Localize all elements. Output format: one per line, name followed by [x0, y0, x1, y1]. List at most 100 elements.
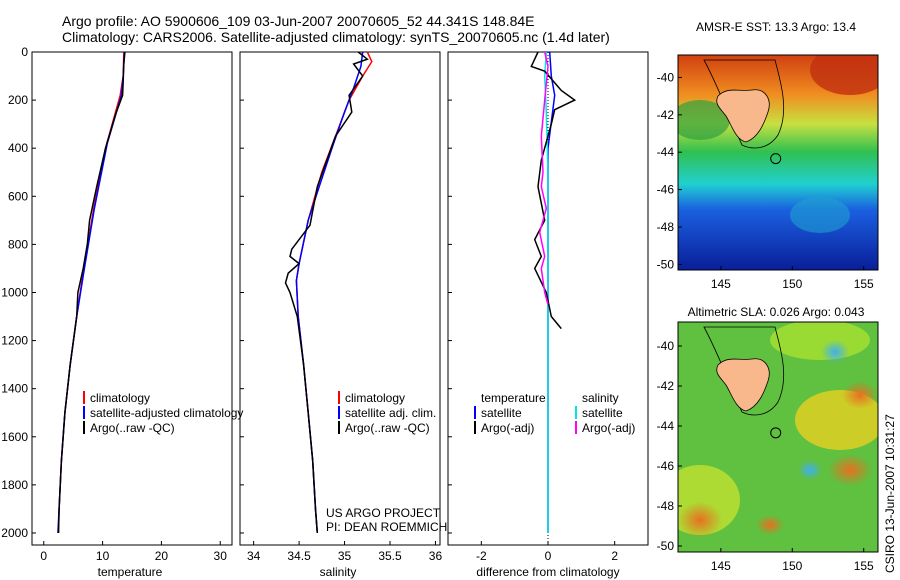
series-line-climatology [57, 51, 125, 534]
map-y-tick-label: -42 [657, 108, 675, 122]
legend-argo-label: Argo(..raw -QC) [90, 421, 175, 435]
map-x-tick-label: 145 [711, 559, 731, 573]
sst-cyan-patch [790, 197, 850, 233]
header-line-1: Argo profile: AO 5900606_109 03-Jun-2007… [62, 13, 535, 29]
x-tick-label: 36 [429, 549, 443, 563]
map-y-tick-label: -50 [657, 257, 675, 271]
legend-sal-argo-label: Argo(-adj) [582, 421, 635, 435]
y-tick-label: 200 [8, 93, 28, 107]
sla-orange-blob [842, 381, 878, 409]
sst-map-image [678, 55, 878, 270]
series-line-climatology [295, 51, 373, 534]
legend-argo-label: Argo(..raw -QC) [345, 421, 430, 435]
y-tick-label: 1800 [1, 478, 28, 492]
map-y-tick-label: -44 [657, 145, 675, 159]
series-line-salinity-satellite [543, 51, 549, 533]
map-x-tick-label: 155 [854, 559, 874, 573]
sst-green-patch [678, 100, 730, 140]
x-tick-label: 10 [96, 549, 110, 563]
temperature-plot: 0 10 20 30 0 200 400 600 800 1000 1200 1400 1600 1800… [1, 45, 227, 563]
y-tick-label: 1600 [1, 430, 28, 444]
y-tick-label: 600 [8, 189, 28, 203]
sla-orange-blob-4 [756, 515, 784, 535]
difference-legend: temperature satellite Argo(-adj) salinit… [474, 391, 635, 435]
salinity-axis-label: salinity [320, 565, 357, 579]
legend-temperature-heading: temperature [481, 391, 546, 405]
y-tick-label: 1400 [1, 382, 28, 396]
map-x-tick-label: 155 [854, 277, 874, 291]
map-y-tick-label: -40 [657, 339, 675, 353]
y-tick-label: 400 [8, 141, 28, 155]
sst-argo-location-marker [770, 153, 782, 165]
salinity-panel-frame [239, 51, 441, 546]
sst-map-title: AMSR-E SST: 13.3 Argo: 13.4 [696, 20, 856, 34]
sla-orange-blob-2 [828, 454, 872, 486]
series-line-argo-raw-qc [57, 51, 126, 534]
sst-tasmania-land [716, 89, 770, 143]
series-line-salinity-argo-adj [538, 51, 549, 305]
sla-blue-blob-2 [798, 460, 822, 480]
legend-sal-satellite-label: satellite [582, 406, 623, 420]
sst-map-frame [677, 54, 879, 271]
sla-blue-blob [821, 340, 849, 364]
map-y-tick-label: -48 [657, 499, 675, 513]
map-y-tick-label: -50 [657, 539, 675, 553]
temperature-panel-frame [31, 51, 233, 546]
x-tick-label: 0 [40, 549, 47, 563]
map-x-tick-label: 150 [782, 277, 802, 291]
x-tick-label: 35 [338, 549, 352, 563]
map-y-tick-label: -48 [657, 220, 675, 234]
project-annotation: US ARGO PROJECT [326, 506, 441, 520]
y-tick-label: 2000 [1, 526, 28, 540]
x-tick-label: 30 [214, 549, 228, 563]
x-tick-label: 2 [611, 549, 618, 563]
map-y-tick-label: -46 [657, 459, 675, 473]
series-line-satellite-adjusted-climatology [57, 51, 126, 534]
salinity-plot: 34 34.5 35 35.5 36 [240, 51, 443, 563]
x-tick-label: 34.5 [287, 549, 311, 563]
sla-tasmania-land [716, 358, 770, 412]
sla-orange-blob-3 [678, 502, 722, 538]
temperature-legend: climatology satellite-adjusted climatolo… [83, 391, 243, 435]
x-tick-label: 20 [155, 549, 169, 563]
y-tick-label: 0 [21, 45, 28, 59]
sla-argo-location-marker [770, 427, 782, 439]
legend-satellite-label: satellite-adjusted climatology [90, 406, 243, 420]
series-line-temperature-argo-adj [530, 51, 577, 330]
y-tick-label: 1000 [1, 285, 28, 299]
y-tick-label: 800 [8, 237, 28, 251]
legend-temp-argo-label: Argo(-adj) [481, 421, 534, 435]
map-y-tick-label: -42 [657, 379, 675, 393]
map-x-tick-label: 145 [711, 277, 731, 291]
salinity-legend: climatology satellite adj. clim. Argo(..… [338, 391, 436, 435]
legend-temp-satellite-label: satellite [481, 406, 522, 420]
sla-yellow-patch [770, 322, 870, 360]
sst-warm-patch [810, 55, 878, 95]
series-line-satellite-adj-clim [295, 51, 364, 534]
temperature-axis-label: temperature [98, 565, 163, 579]
csiro-timestamp: CSIRO 13-Jun-2007 10:31:27 [883, 414, 897, 573]
map-y-tick-label: -40 [657, 70, 675, 84]
sla-map-frame [677, 321, 879, 553]
header-line-2: Climatology: CARS2006. Satellite-adjuste… [62, 29, 610, 45]
legend-climatology-label: climatology [90, 391, 150, 405]
sla-map-title: Altimetric SLA: 0.026 Argo: 0.043 [688, 305, 865, 319]
y-tick-label: 1200 [1, 334, 28, 348]
legend-climatology-label: climatology [345, 391, 405, 405]
x-tick-label: 0 [545, 549, 552, 563]
map-y-tick-label: -46 [657, 183, 675, 197]
difference-axis-label: difference from climatology [476, 565, 619, 579]
sst-map-axes: 145 150 155 -40 -42 -44 -46 -48 -50 [657, 70, 874, 291]
legend-salinity-heading: salinity [582, 391, 619, 405]
x-tick-label: 34 [247, 549, 261, 563]
map-y-tick-label: -44 [657, 419, 675, 433]
map-x-tick-label: 150 [782, 559, 802, 573]
x-tick-label: 35.5 [378, 549, 402, 563]
legend-satellite-label: satellite adj. clim. [345, 406, 436, 420]
difference-plot: -2 0 2 [448, 51, 618, 563]
sla-map-axes: 145 150 155 -40 -42 -44 -46 -48 -50 [657, 339, 874, 573]
pi-annotation: PI: DEAN ROEMMICH [326, 520, 447, 534]
x-tick-label: -2 [476, 549, 487, 563]
series-line-argo-raw-qc [284, 51, 369, 534]
